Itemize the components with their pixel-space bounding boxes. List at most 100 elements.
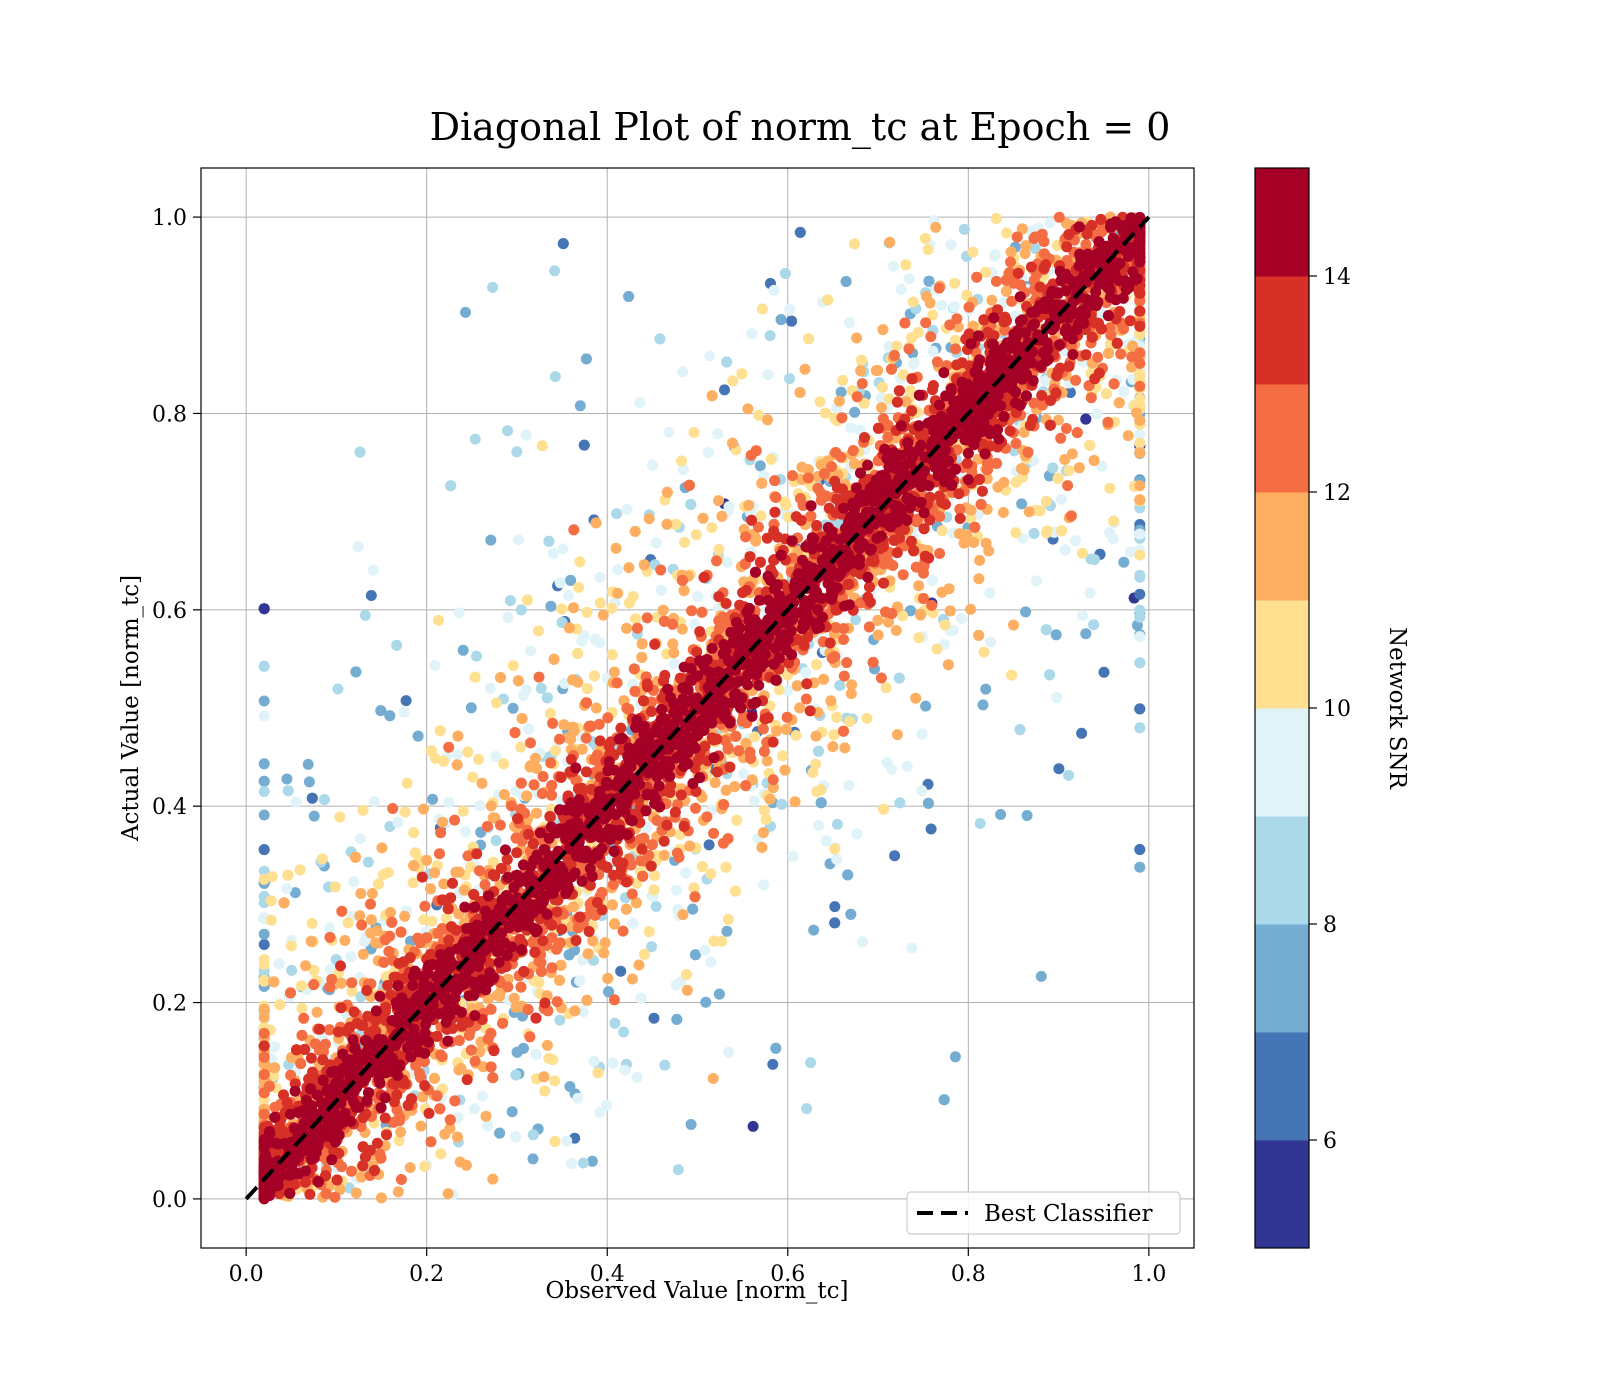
scatter-point — [1080, 413, 1092, 425]
scatter-point — [849, 238, 860, 250]
scatter-point — [527, 1153, 539, 1165]
scatter-point — [851, 391, 863, 403]
scatter-point — [473, 753, 484, 765]
scatter-point — [1084, 587, 1096, 599]
scatter-point — [520, 684, 532, 696]
scatter-point — [818, 673, 830, 685]
scatter-point — [686, 605, 698, 617]
scatter-point — [386, 916, 398, 928]
scatter-point — [801, 1103, 813, 1115]
scatter-point — [258, 758, 270, 770]
scatter-point — [573, 581, 585, 593]
scatter-point — [757, 723, 769, 735]
scatter-point — [634, 834, 646, 845]
scatter-point — [784, 373, 795, 385]
scatter-point — [685, 1119, 697, 1130]
scatter-point — [884, 236, 896, 248]
scatter-point — [945, 239, 957, 251]
scatter-point — [530, 1048, 542, 1060]
scatter-point — [565, 574, 577, 586]
scatter-point — [958, 223, 970, 235]
scatter-point — [697, 512, 709, 524]
scatter-point — [1010, 438, 1022, 449]
scatter-point — [1062, 480, 1074, 492]
scatter-point — [1103, 347, 1114, 359]
scatter-point — [706, 390, 718, 402]
scatter-point — [925, 823, 937, 835]
scatter-point — [915, 608, 927, 620]
scatter-point — [983, 545, 995, 557]
scatter-point — [808, 924, 820, 936]
scatter-point — [1020, 606, 1032, 618]
scatter-point — [372, 878, 384, 890]
scatter-point — [487, 1173, 499, 1185]
scatter-point — [700, 996, 712, 1008]
scatter-point — [578, 1006, 589, 1018]
scatter-point — [677, 909, 689, 921]
scatter-point — [533, 671, 545, 683]
scatter-point — [861, 712, 873, 724]
scatter-point — [598, 947, 610, 959]
scatter-point — [286, 964, 298, 976]
scatter-point — [636, 651, 648, 663]
scatter-point — [623, 703, 635, 715]
scatter-point — [669, 658, 680, 670]
scatter-point — [1104, 482, 1116, 494]
scatter-point — [856, 378, 868, 390]
scatter-point — [740, 531, 752, 543]
scatter-point — [539, 1085, 551, 1097]
scatter-point — [813, 819, 824, 831]
scatter-point — [643, 513, 655, 525]
scatter-point — [460, 826, 472, 838]
scatter-point — [258, 1108, 270, 1120]
scatter-point — [748, 795, 760, 807]
scatter-point — [1088, 619, 1100, 631]
scatter-point — [990, 275, 1002, 287]
scatter-point — [837, 374, 849, 386]
scatter-point — [1134, 657, 1146, 669]
scatter-point — [1134, 494, 1146, 506]
scatter-point — [667, 618, 679, 630]
scatter-point — [568, 524, 580, 536]
scatter-point — [506, 800, 517, 812]
scatter-point — [887, 560, 899, 571]
scatter-point — [628, 663, 640, 675]
scatter-point — [609, 918, 621, 930]
scatter-point — [476, 1090, 488, 1102]
scatter-point — [547, 717, 559, 729]
scatter-point — [648, 884, 660, 896]
scatter-point — [1134, 549, 1146, 561]
scatter-point — [679, 536, 690, 548]
scatter-point — [949, 1051, 961, 1063]
scatter-point — [723, 1046, 735, 1058]
scatter-point — [685, 498, 697, 510]
scatter-point — [742, 403, 754, 415]
scatter-point — [727, 437, 738, 449]
scatter-point — [1011, 231, 1023, 243]
scatter-point — [779, 764, 791, 776]
scatter-point — [449, 1095, 461, 1107]
scatter-point — [1010, 527, 1022, 539]
scatter-point — [311, 1006, 323, 1018]
scatter-point — [906, 942, 918, 954]
scatter-point — [828, 729, 840, 741]
scatter-point — [974, 554, 986, 566]
scatter-point — [619, 1064, 631, 1076]
scatter-point — [736, 715, 748, 727]
scatter-point — [1077, 609, 1088, 621]
scatter-point — [549, 745, 561, 757]
scatter-point — [502, 612, 514, 623]
scatter-point — [511, 446, 523, 458]
scatter-point — [696, 861, 708, 873]
scatter-point — [790, 730, 802, 741]
scatter-point — [733, 745, 745, 757]
scatter-point — [659, 1059, 671, 1071]
scatter-point — [815, 797, 827, 809]
scatter-point — [629, 685, 641, 697]
scatter-point — [362, 856, 374, 868]
scatter-point — [942, 659, 954, 671]
scatter-point — [849, 406, 861, 418]
scatter-point — [684, 840, 696, 852]
scatter-point — [599, 937, 611, 949]
scatter-point — [524, 1031, 536, 1043]
